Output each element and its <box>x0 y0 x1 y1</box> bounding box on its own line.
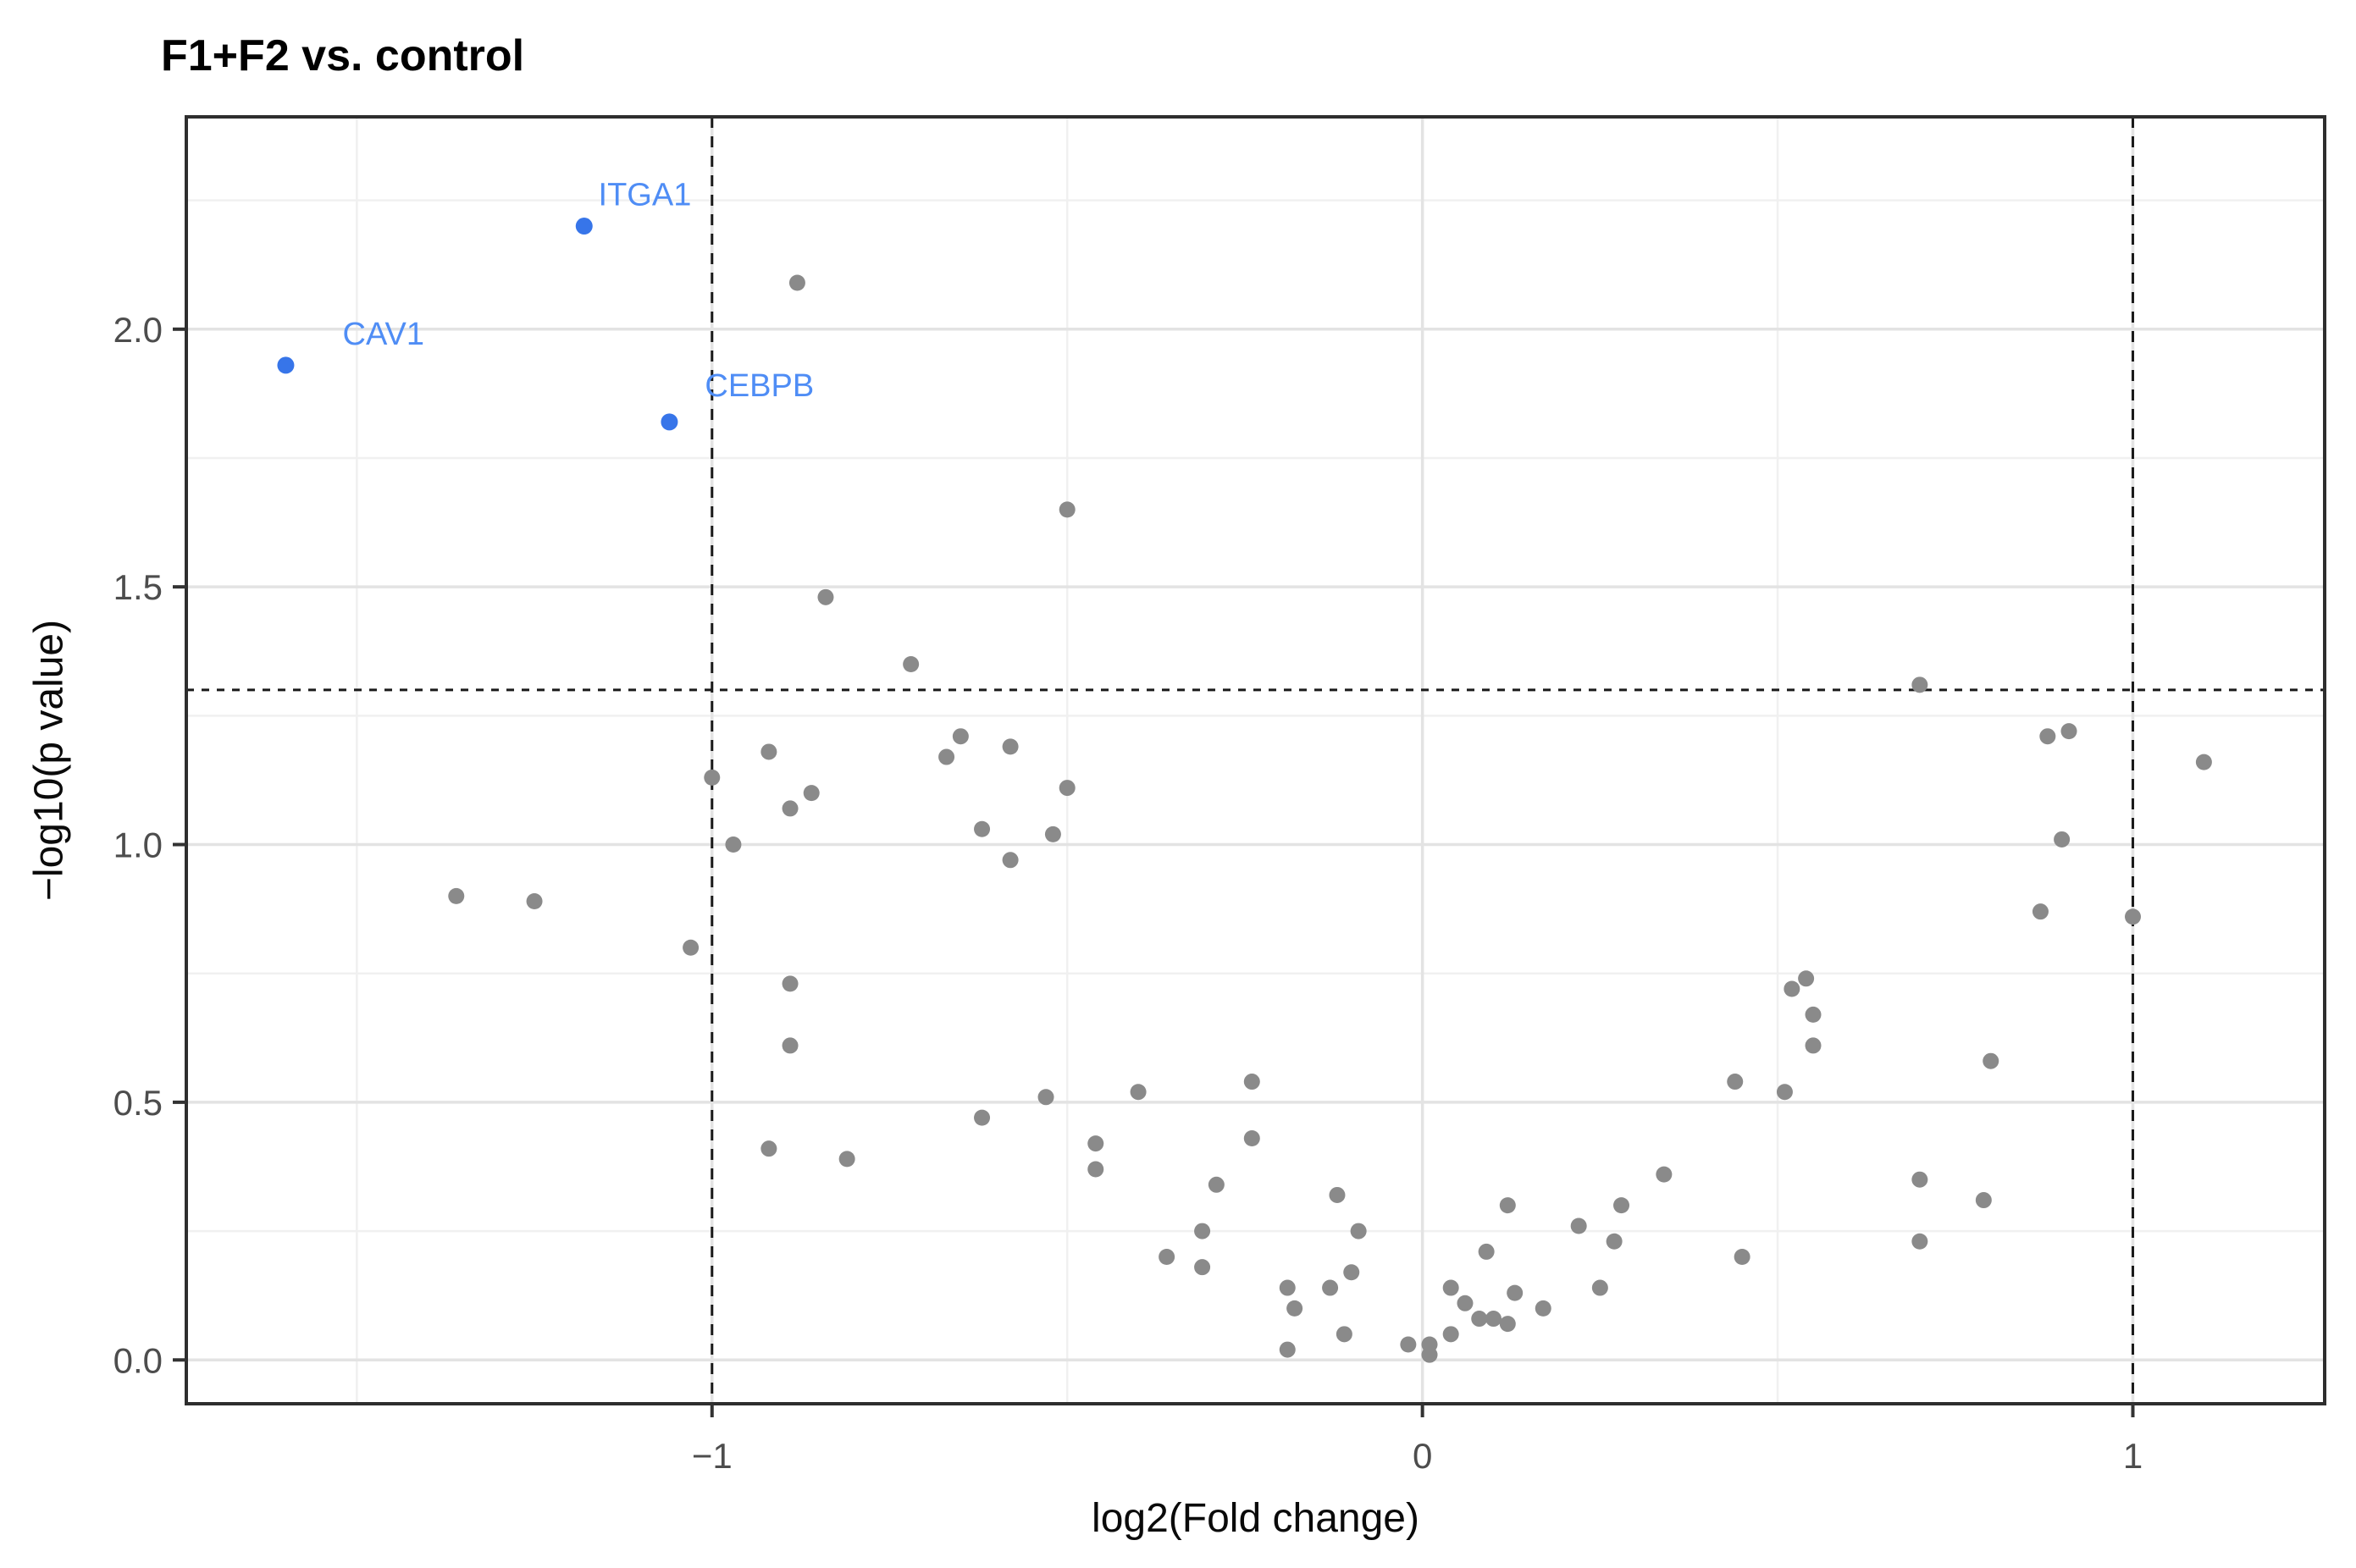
data-point <box>1911 676 1928 693</box>
data-point <box>1322 1279 1339 1296</box>
data-point <box>974 1109 991 1126</box>
data-point <box>1208 1176 1225 1193</box>
gene-point-cebpb <box>661 413 678 431</box>
data-point <box>1130 1084 1147 1101</box>
data-point <box>1279 1279 1296 1296</box>
data-point <box>683 939 700 956</box>
data-point <box>1194 1259 1211 1276</box>
data-point <box>788 274 805 291</box>
data-point <box>1243 1130 1260 1147</box>
data-point <box>952 728 969 745</box>
data-point <box>1350 1223 1367 1239</box>
gene-point-cav1 <box>277 356 295 374</box>
y-tick-label: 0.5 <box>113 1083 163 1123</box>
data-point <box>1087 1135 1104 1152</box>
data-point <box>760 743 777 760</box>
data-point <box>1606 1233 1623 1250</box>
data-point <box>1471 1311 1488 1328</box>
data-point <box>938 748 955 765</box>
data-point <box>448 887 465 904</box>
data-point <box>1159 1249 1175 1266</box>
data-point <box>1442 1326 1459 1343</box>
data-point <box>817 588 834 605</box>
data-point <box>1059 501 1076 518</box>
chart-title: F1+F2 vs. control <box>161 31 525 80</box>
panel-background <box>186 117 2325 1404</box>
data-point <box>1421 1346 1438 1363</box>
data-point <box>1485 1311 1502 1328</box>
gene-label-itga1: ITGA1 <box>599 178 692 213</box>
data-point <box>2195 754 2212 770</box>
data-point <box>1911 1171 1928 1188</box>
data-point <box>1805 1006 1822 1023</box>
data-point <box>1329 1186 1346 1203</box>
x-tick-label: 1 <box>2123 1436 2143 1476</box>
data-point <box>803 785 820 802</box>
y-tick-label: 1.0 <box>113 825 163 865</box>
data-point <box>1784 980 1800 997</box>
data-point <box>1499 1316 1516 1333</box>
data-point <box>782 1037 799 1054</box>
data-point <box>1499 1197 1516 1214</box>
data-point <box>1776 1084 1793 1101</box>
data-point <box>1570 1217 1587 1234</box>
gene-label-cebpb: CEBPB <box>705 368 814 404</box>
data-point <box>1478 1243 1495 1260</box>
data-point <box>1983 1052 1999 1069</box>
data-point <box>1734 1249 1750 1266</box>
gene-label-cav1: CAV1 <box>343 317 424 352</box>
data-point <box>725 836 742 853</box>
data-point <box>2060 723 2077 740</box>
data-point <box>903 655 920 672</box>
data-point <box>1343 1264 1360 1281</box>
data-point <box>526 892 543 909</box>
data-point <box>1507 1284 1524 1301</box>
data-point <box>1336 1326 1352 1343</box>
data-point <box>1194 1223 1211 1239</box>
data-point <box>1002 852 1019 869</box>
data-point <box>1727 1074 1744 1090</box>
data-point <box>1798 970 1815 987</box>
data-point <box>974 820 991 837</box>
data-point <box>2125 908 2142 925</box>
y-tick-label: 1.5 <box>113 567 163 607</box>
data-point <box>1059 780 1076 797</box>
data-point <box>1535 1300 1551 1317</box>
data-point <box>1087 1161 1104 1178</box>
data-point <box>782 800 799 817</box>
data-point <box>1002 738 1019 755</box>
y-axis-title: −log10(p value) <box>26 619 72 902</box>
x-axis-title: log2(Fold change) <box>1092 1496 1419 1541</box>
x-tick-label: −1 <box>692 1436 733 1476</box>
y-tick-label: 2.0 <box>113 310 163 350</box>
data-point <box>1243 1074 1260 1090</box>
data-point <box>1591 1279 1608 1296</box>
y-tick-label: 0.0 <box>113 1340 163 1380</box>
data-point <box>1975 1192 1992 1209</box>
gene-point-itga1 <box>575 218 593 235</box>
data-point <box>838 1151 855 1168</box>
x-tick-label: 0 <box>1413 1436 1432 1476</box>
data-point <box>1279 1341 1296 1358</box>
data-point <box>760 1140 777 1157</box>
panel-border <box>185 115 2326 1405</box>
data-point <box>1044 825 1061 842</box>
data-point <box>2039 728 2056 745</box>
data-point <box>1442 1279 1459 1296</box>
data-point <box>1286 1300 1303 1317</box>
data-point <box>1613 1197 1630 1214</box>
data-point <box>1911 1233 1928 1250</box>
data-point <box>1805 1037 1822 1054</box>
data-point <box>2032 903 2049 920</box>
data-point <box>1400 1336 1417 1353</box>
data-point <box>2054 831 2071 847</box>
data-point <box>1037 1089 1054 1106</box>
data-point <box>704 769 721 786</box>
data-point <box>1457 1295 1474 1311</box>
data-point <box>1656 1166 1673 1183</box>
data-point <box>782 975 799 992</box>
